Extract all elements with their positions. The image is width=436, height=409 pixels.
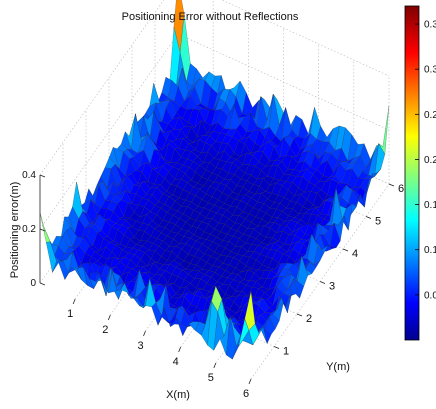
x-tick-label: 2 — [102, 324, 108, 336]
x-tick-label: 5 — [208, 372, 214, 384]
z-tick — [39, 174, 46, 178]
surface-patch — [149, 83, 161, 107]
y-tick — [342, 248, 349, 252]
x-tick-label: 6 — [243, 388, 249, 400]
z-tick — [39, 228, 46, 232]
y-tick-label: 4 — [352, 248, 358, 260]
y-tick-label: 6 — [398, 183, 404, 195]
colorbar-tick-label: 0.1 — [424, 245, 436, 256]
z-tick — [39, 282, 46, 286]
x-tick — [72, 298, 76, 305]
gridline — [221, 0, 390, 77]
chart-title: Positioning Error without Reflections — [122, 11, 299, 23]
x-tick — [143, 330, 146, 337]
z-tick-label: 0 — [30, 278, 36, 289]
x-tick — [107, 314, 111, 321]
y-tick-label: 1 — [283, 346, 289, 358]
y-axis-label: Y(m) — [326, 361, 350, 373]
x-tick-label: 1 — [67, 308, 73, 320]
colorbar-tick-label: 0.3 — [424, 65, 436, 76]
y-tick — [388, 183, 395, 187]
surface-patch — [244, 291, 256, 331]
y-tick — [296, 313, 303, 317]
x-axis-label: X(m) — [166, 389, 190, 401]
error-surface — [39, 0, 390, 360]
y-tick — [319, 281, 326, 284]
x-tick-label: 4 — [173, 356, 179, 368]
z-tick-label: 0.4 — [22, 170, 36, 181]
colorbar-tick-label: 0.15 — [424, 200, 436, 211]
colorbar: 0.05 0.1 0.15 0.2 0.25 0.3 0.35 — [404, 5, 436, 341]
x-tick-label: 3 — [137, 340, 143, 352]
gridline — [39, 0, 165, 176]
y-tick — [365, 216, 372, 219]
x-tick — [248, 378, 252, 385]
y-tick-label: 3 — [329, 281, 335, 293]
y-tick-label: 2 — [306, 313, 312, 325]
colorbar-gradient — [404, 5, 420, 341]
colorbar-tick-label: 0.2 — [424, 155, 436, 166]
y-tick — [273, 346, 280, 349]
axes: 0 0.2 0.4 1 2 3 4 5 6 1 2 3 4 5 6 — [22, 170, 404, 400]
colorbar-ticks: 0.05 0.1 0.15 0.2 0.25 0.3 0.35 — [415, 20, 436, 301]
z-axis-label: Positioning error(m) — [9, 182, 21, 279]
x-tick — [213, 362, 217, 369]
colorbar-tick-label: 0.35 — [424, 20, 436, 31]
z-tick-label: 0.2 — [22, 224, 36, 235]
colorbar-tick-label: 0.25 — [424, 110, 436, 121]
x-tick — [178, 346, 182, 353]
colorbar-tick-label: 0.05 — [424, 290, 436, 301]
y-tick-label: 5 — [375, 216, 381, 228]
